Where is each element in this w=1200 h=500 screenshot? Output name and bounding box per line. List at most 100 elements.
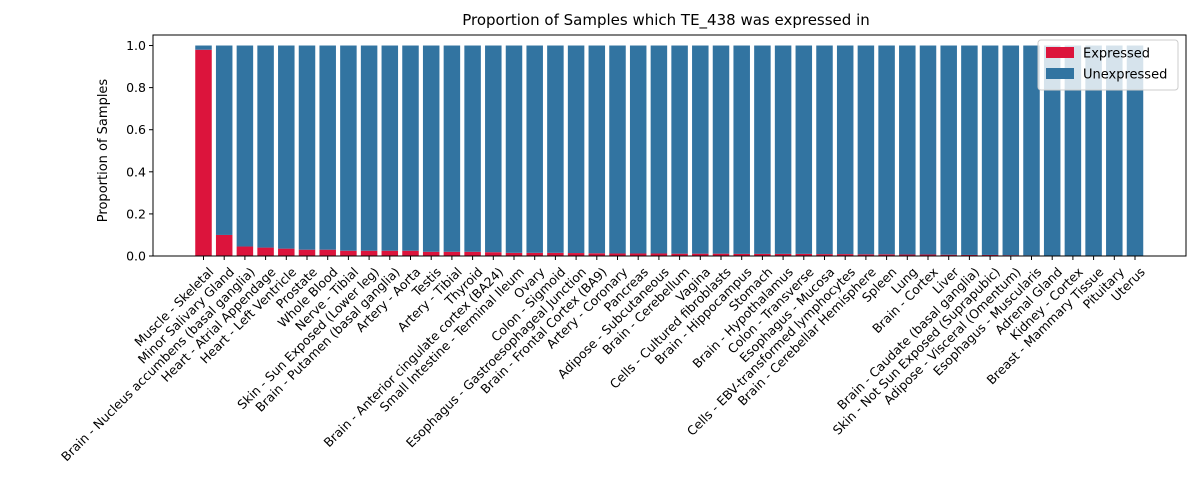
bar-unexpressed-1 bbox=[215, 45, 233, 235]
bar-expressed-13 bbox=[464, 251, 481, 256]
bar-unexpressed-30 bbox=[816, 45, 833, 255]
bar-expressed-14 bbox=[485, 252, 502, 256]
bar-unexpressed-0 bbox=[195, 45, 212, 50]
legend: Expressed Unexpressed bbox=[1037, 39, 1179, 91]
bar-expressed-17 bbox=[547, 252, 564, 256]
bar-unexpressed-25 bbox=[712, 45, 730, 254]
bar-expressed-34 bbox=[899, 254, 916, 256]
y-axis: 0.0 0.2 0.4 0.6 0.8 1.0 bbox=[126, 38, 153, 264]
bar-unexpressed-6 bbox=[319, 45, 336, 250]
bar-unexpressed-39 bbox=[1002, 45, 1020, 256]
bar-expressed-26 bbox=[733, 253, 750, 256]
bar-expressed-0 bbox=[195, 49, 212, 257]
bar-unexpressed-43 bbox=[1085, 45, 1102, 256]
bar-expressed-8 bbox=[360, 250, 378, 256]
bar-unexpressed-45 bbox=[1126, 45, 1144, 256]
bar-unexpressed-16 bbox=[526, 45, 543, 253]
bar-unexpressed-4 bbox=[278, 45, 295, 249]
bar-expressed-22 bbox=[650, 253, 668, 256]
bar-expressed-31 bbox=[836, 254, 854, 256]
bar-unexpressed-32 bbox=[857, 45, 875, 255]
y-tick-label: 0.8 bbox=[126, 80, 146, 95]
bar-expressed-1 bbox=[215, 234, 233, 256]
bar-unexpressed-44 bbox=[1106, 45, 1123, 256]
bar-unexpressed-22 bbox=[650, 45, 668, 254]
bar-expressed-2 bbox=[236, 246, 254, 256]
legend-swatch-expressed bbox=[1046, 47, 1074, 58]
bar-unexpressed-10 bbox=[402, 45, 419, 251]
bar-unexpressed-41 bbox=[1043, 45, 1061, 256]
bar-expressed-9 bbox=[381, 250, 399, 256]
bar-expressed-16 bbox=[526, 252, 543, 256]
x-tick-label: Brain - Nucleus accumbens (basal ganglia… bbox=[58, 264, 258, 464]
bar-expressed-37 bbox=[961, 254, 978, 256]
bar-unexpressed-9 bbox=[381, 45, 399, 251]
bar-unexpressed-28 bbox=[774, 45, 792, 254]
bar-unexpressed-18 bbox=[567, 45, 585, 254]
bar-unexpressed-21 bbox=[629, 45, 647, 254]
bar-expressed-7 bbox=[340, 250, 357, 256]
chart-title: Proportion of Samples which TE_438 was e… bbox=[462, 11, 870, 30]
bar-unexpressed-42 bbox=[1064, 45, 1082, 256]
bar-expressed-3 bbox=[257, 247, 274, 256]
bar-unexpressed-2 bbox=[236, 45, 254, 247]
bar-expressed-11 bbox=[422, 251, 440, 256]
bar-unexpressed-40 bbox=[1023, 45, 1040, 256]
bar-expressed-38 bbox=[981, 254, 999, 256]
bar-unexpressed-7 bbox=[340, 45, 357, 251]
y-tick-label: 0.4 bbox=[126, 164, 146, 179]
bar-unexpressed-26 bbox=[733, 45, 750, 254]
bar-expressed-29 bbox=[795, 253, 813, 256]
bar-expressed-30 bbox=[816, 254, 833, 256]
plot-frame bbox=[152, 34, 1187, 257]
bar-unexpressed-23 bbox=[671, 45, 688, 254]
bar-unexpressed-34 bbox=[899, 45, 916, 255]
bar-unexpressed-33 bbox=[878, 45, 895, 255]
bar-unexpressed-17 bbox=[547, 45, 564, 253]
bar-unexpressed-14 bbox=[485, 45, 502, 253]
bar-expressed-10 bbox=[402, 250, 419, 256]
bar-unexpressed-20 bbox=[609, 45, 626, 254]
y-axis-title: Proportion of Samples bbox=[96, 79, 111, 223]
bar-unexpressed-19 bbox=[588, 45, 606, 254]
bar-expressed-6 bbox=[319, 249, 336, 256]
bar-unexpressed-12 bbox=[443, 45, 461, 252]
bar-expressed-33 bbox=[878, 254, 895, 256]
bar-expressed-27 bbox=[754, 253, 771, 256]
bar-expressed-28 bbox=[774, 253, 792, 256]
bar-expressed-20 bbox=[609, 253, 626, 256]
bar-unexpressed-36 bbox=[940, 45, 957, 255]
bar-expressed-32 bbox=[857, 254, 875, 256]
bar-expressed-12 bbox=[443, 251, 461, 256]
bar-expressed-25 bbox=[712, 253, 730, 256]
bar-expressed-24 bbox=[692, 253, 709, 256]
bar-expressed-5 bbox=[298, 249, 316, 256]
bar-unexpressed-24 bbox=[692, 45, 709, 254]
bar-expressed-35 bbox=[919, 254, 937, 256]
bar-unexpressed-3 bbox=[257, 45, 274, 248]
bar-unexpressed-15 bbox=[505, 45, 523, 253]
legend-label-expressed: Expressed bbox=[1083, 47, 1150, 62]
bar-unexpressed-37 bbox=[961, 45, 978, 255]
bar-unexpressed-38 bbox=[981, 45, 999, 255]
bar-unexpressed-27 bbox=[754, 45, 771, 254]
legend-swatch-unexpressed bbox=[1046, 68, 1074, 79]
bar-unexpressed-5 bbox=[298, 45, 316, 250]
bar-expressed-4 bbox=[278, 248, 295, 256]
bar-expressed-18 bbox=[567, 253, 585, 256]
y-tick-label: 0.0 bbox=[126, 249, 146, 264]
bar-unexpressed-29 bbox=[795, 45, 813, 254]
bar-expressed-15 bbox=[505, 252, 523, 256]
bar-unexpressed-13 bbox=[464, 45, 481, 252]
y-tick-label: 0.6 bbox=[126, 122, 146, 137]
bar-expressed-21 bbox=[629, 253, 647, 256]
bars-group bbox=[195, 45, 1144, 257]
bar-expressed-36 bbox=[940, 254, 957, 256]
y-tick-label: 0.2 bbox=[126, 206, 146, 221]
bar-expressed-23 bbox=[671, 253, 688, 256]
bar-unexpressed-8 bbox=[360, 45, 378, 251]
bar-unexpressed-31 bbox=[836, 45, 854, 255]
legend-label-unexpressed: Unexpressed bbox=[1083, 68, 1167, 83]
